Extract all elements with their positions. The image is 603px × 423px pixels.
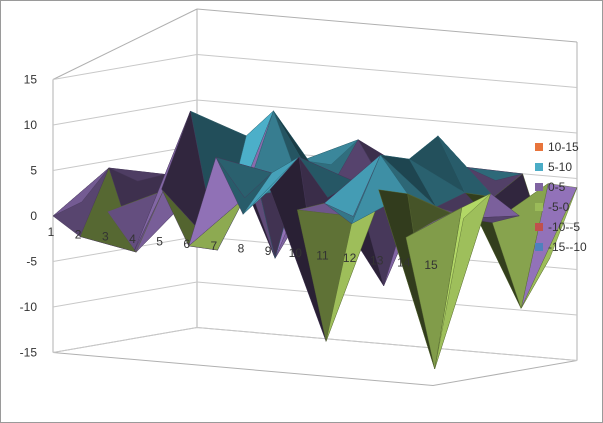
legend-swatch-4 [535, 223, 543, 231]
surface-facet-r1-c1-t1 [108, 167, 165, 182]
legend-swatch-0 [535, 143, 543, 151]
x-tick-label-7: 8 [238, 242, 245, 256]
surface-facet-r0-c5-t1 [188, 197, 245, 251]
legend-label-1: 5-10 [548, 160, 572, 174]
legend-label-4: -10--5 [548, 220, 580, 234]
x-tick-label-4: 5 [156, 234, 163, 248]
surface-facet-r0-c13-t1 [405, 207, 463, 370]
x-tick-label-3: 4 [129, 232, 136, 246]
z-tick-label-1: 10 [24, 118, 38, 132]
x-tick-label-8: 9 [265, 244, 272, 258]
x-tick-label-14: 15 [424, 258, 438, 272]
z-tick-label-2: 5 [30, 164, 37, 178]
z-tick-label-3: 0 [30, 209, 37, 223]
x-tick-label-5: 6 [183, 237, 190, 251]
x-tick-label-10: 11 [316, 249, 329, 263]
surface-facet-r0-c9-t1 [297, 209, 354, 342]
surface-facet-r2-c11-t1 [408, 135, 466, 194]
legend-swatch-2 [535, 183, 543, 191]
z-tick-label-0: 15 [24, 73, 38, 87]
gridline-0 [52, 53, 578, 88]
surface-facet-r0-c7-t1 [242, 156, 300, 215]
surface-facet-r4-c13-t1 [520, 187, 578, 309]
left-wall-top-edge [52, 8, 198, 80]
legend-label-3: -5-0 [548, 200, 570, 214]
z-tick-label-6: -15 [20, 346, 38, 360]
surface-facet-r3-c11-t1 [437, 135, 495, 198]
gridline-6 [52, 326, 578, 361]
surface-facet-r3-c6-t1 [302, 139, 359, 165]
surface-facet-r0-c6-t1 [215, 156, 273, 199]
surface-facet-r0-c2-t1 [106, 190, 164, 253]
surface-facet-r0-c0-t1 [52, 167, 110, 217]
legend-label-5: -15--10 [548, 240, 587, 254]
legend-swatch-3 [535, 203, 543, 211]
surface-facet-r1-c11-t1 [379, 154, 437, 208]
x-tick-label-6: 7 [211, 239, 218, 253]
surface-facet-r4-c11-t1 [466, 167, 523, 181]
x-tick-label-13: 14 [397, 256, 411, 270]
surface-facet-r0-c10-t1 [324, 154, 381, 217]
legend-swatch-1 [535, 163, 543, 171]
surface-plot [52, 110, 578, 370]
back-wall-top [196, 8, 578, 43]
legend: 10-15 5-10 0-5 -5-0 -10--5 -15--10 [535, 140, 587, 254]
x-tick-label-2: 3 [102, 230, 109, 244]
x-tick-label-9: 10 [289, 246, 303, 260]
legend-label-0: 10-15 [548, 140, 579, 154]
legend-label-2: 0-5 [548, 180, 566, 194]
surface-facet-r1-c12-t1 [407, 193, 464, 219]
surface-facet-r1-c13-t1 [434, 192, 492, 370]
x-tick-label-11: 12 [343, 251, 357, 265]
x-tick-label-1: 2 [75, 227, 82, 241]
legend-swatch-5 [535, 243, 543, 251]
surface-facet-r0-c11-t1 [351, 154, 408, 225]
x-tick-label-0: 1 [48, 225, 55, 239]
surface-facet-r1-c4-t1 [190, 111, 247, 137]
floor [52, 326, 578, 387]
x-tick-label-12: 13 [370, 253, 384, 267]
z-tick-label-4: -5 [26, 255, 37, 269]
gridline-1 [52, 99, 578, 134]
z-tick-label-5: -10 [20, 300, 38, 314]
